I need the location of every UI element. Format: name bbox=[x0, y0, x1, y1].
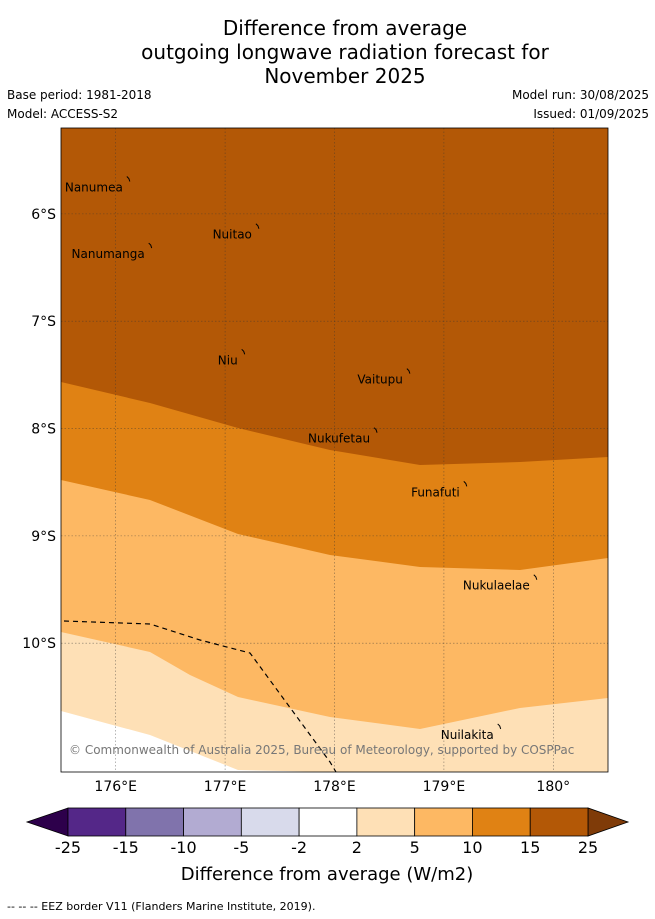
colorbar-tick-label: 25 bbox=[578, 838, 598, 857]
island-mark bbox=[126, 176, 131, 182]
colorbar-tick-label: -15 bbox=[113, 838, 139, 857]
lon-tick-label: 178°E bbox=[313, 779, 356, 795]
island-mark bbox=[463, 480, 468, 487]
latitude-axis: 6°S 7°S 8°S 9°S 10°S bbox=[22, 207, 56, 652]
eez-border bbox=[63, 620, 337, 772]
colorbar-swatch bbox=[183, 807, 242, 837]
colorbar-under-arrow bbox=[25, 807, 69, 837]
lat-tick-label: 9°S bbox=[31, 529, 56, 545]
colorbar-tick-label: 10 bbox=[462, 838, 482, 857]
place-label: Nanumanga bbox=[72, 247, 145, 261]
lat-tick-label: 8°S bbox=[31, 422, 56, 438]
colorbar-tick-label: -2 bbox=[291, 838, 307, 857]
copyright-notice: © Commonwealth of Australia 2025, Bureau… bbox=[69, 743, 574, 757]
colorbar-tick-label: -5 bbox=[233, 838, 249, 857]
title-line-3: November 2025 bbox=[264, 64, 426, 88]
island-mark bbox=[241, 348, 246, 355]
issued-date: Issued: 01/09/2025 bbox=[533, 107, 649, 121]
colorbar-swatch bbox=[529, 807, 589, 837]
place-labels: Nanumea Nuitao Nanumanga Niu Vaitupu Nukufeta… bbox=[65, 176, 538, 742]
colorbar-swatch bbox=[414, 807, 473, 837]
colorbar-swatch bbox=[472, 807, 531, 837]
title-line-1: Difference from average bbox=[222, 16, 468, 40]
colorbar-tick-label: -25 bbox=[55, 838, 81, 857]
colorbar-swatch bbox=[240, 807, 300, 837]
model-name: Model: ACCESS-S2 bbox=[7, 107, 119, 121]
title-line-2: outgoing longwave radiation forecast for bbox=[141, 40, 549, 64]
place-label: Funafuti bbox=[411, 485, 460, 499]
eez-footnote: -- -- -- EEZ border V11 (Flanders Marine… bbox=[7, 900, 316, 913]
lon-tick-label: 180° bbox=[536, 779, 570, 795]
map-area: Nanumea Nuitao Nanumanga Niu Vaitupu Nukufeta… bbox=[61, 128, 608, 772]
lat-tick-label: 7°S bbox=[31, 314, 56, 330]
island-mark bbox=[533, 574, 538, 580]
lat-tick-label: 10°S bbox=[22, 636, 56, 652]
island-mark bbox=[373, 427, 378, 433]
colorbar-tick-label: 2 bbox=[352, 838, 362, 857]
colorbar-tick-label: -10 bbox=[170, 838, 196, 857]
colorbar-tick-label: 15 bbox=[520, 838, 540, 857]
longitude-axis: 176°E 177°E 178°E 179°E 180° bbox=[94, 779, 570, 795]
lat-tick-label: 6°S bbox=[31, 207, 56, 223]
lon-tick-label: 179°E bbox=[423, 779, 466, 795]
colorbar-over-arrow bbox=[587, 807, 630, 837]
colorbar-label: Difference from average (W/m2) bbox=[181, 864, 473, 885]
colorbar-swatch bbox=[67, 807, 127, 837]
island-mark bbox=[497, 723, 502, 730]
lon-tick-label: 176°E bbox=[94, 779, 137, 795]
page-title: Difference from average outgoing longwav… bbox=[0, 16, 655, 88]
base-period: Base period: 1981-2018 bbox=[7, 88, 152, 102]
place-label: Nuilakita bbox=[441, 728, 494, 742]
colorbar: -25 -15 -10 -5 -2 2 5 10 15 25 bbox=[25, 807, 630, 857]
place-label: Niu bbox=[218, 353, 238, 367]
place-label: Nukufetau bbox=[308, 432, 370, 446]
map-frame bbox=[60, 127, 609, 773]
colorbar-swatch bbox=[298, 807, 358, 837]
island-mark bbox=[148, 242, 153, 249]
place-label: Nuitao bbox=[213, 228, 252, 242]
gridlines bbox=[61, 128, 608, 772]
lon-tick-label: 177°E bbox=[204, 779, 247, 795]
colorbar-tick-label: 5 bbox=[410, 838, 420, 857]
colorbar-swatch bbox=[356, 807, 416, 837]
place-label: Nanumea bbox=[65, 181, 123, 195]
colorbar-swatch bbox=[125, 807, 184, 837]
island-mark bbox=[406, 368, 411, 374]
place-label: Nukulaelae bbox=[463, 579, 530, 593]
place-label: Vaitupu bbox=[357, 373, 403, 387]
band-neutral bbox=[61, 711, 330, 772]
island-mark bbox=[255, 223, 260, 229]
model-run: Model run: 30/08/2025 bbox=[511, 88, 649, 102]
